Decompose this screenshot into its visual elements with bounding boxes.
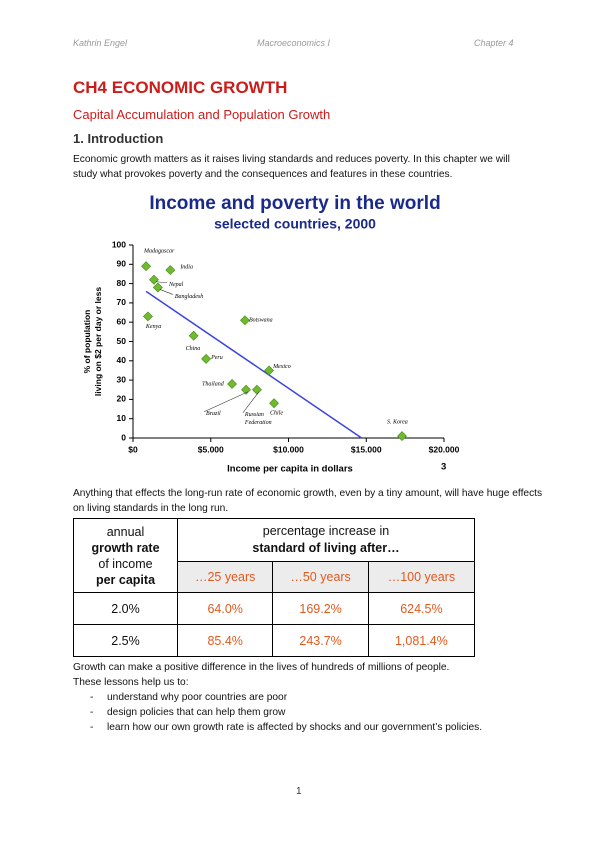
y-axis-label-line: living on $2 per day or less	[93, 287, 103, 396]
y-tick-label: 70	[117, 297, 127, 307]
section-heading: 1. Introduction	[73, 131, 164, 146]
point-label: Nepal	[168, 282, 184, 288]
point-label: Chile	[270, 411, 283, 417]
trendline	[145, 290, 363, 439]
leader-line	[155, 281, 168, 284]
y-tick-label: 0	[121, 432, 126, 442]
slide-number: 3	[441, 462, 446, 473]
x-tick-label: $20.000	[429, 444, 460, 454]
point	[165, 265, 176, 276]
x-axis-label: Income per capita in dollars	[227, 464, 353, 475]
point-label: Madagascar	[143, 249, 175, 255]
paragraph: Anything that effects the long-run rate …	[73, 488, 543, 514]
cell: 624.5%	[367, 592, 476, 625]
point	[188, 330, 199, 341]
point-label: Bangladesh	[175, 294, 203, 300]
point-label: Federation	[244, 420, 272, 426]
point-label: Brazil	[206, 411, 221, 417]
column-header: …100 years	[367, 561, 476, 593]
leader-line	[242, 391, 260, 413]
cell: 64.0%	[176, 592, 274, 625]
point	[141, 261, 152, 272]
point-label: Russian	[244, 412, 264, 418]
header-right: Chapter 4	[474, 38, 514, 48]
y-tick-label: 10	[117, 413, 127, 423]
growth-table: annual growth rate of income per capita …	[73, 518, 476, 657]
title: CH4 ECONOMIC GROWTH	[73, 78, 288, 97]
cell: 2.0%	[73, 592, 178, 625]
point-label: China	[186, 346, 201, 352]
point-label: Thailand	[202, 381, 225, 387]
cell: 1,081.4%	[367, 624, 476, 657]
point	[240, 315, 250, 326]
paragraph: Economic growth matters as it raises liv…	[73, 154, 510, 180]
cell-text: standard of living after…	[252, 541, 400, 555]
page-number: 1	[296, 786, 302, 797]
point-label: Kenya	[145, 324, 161, 330]
cell-text: percentage increase in	[262, 524, 390, 538]
x-tick-label: $5.000	[198, 444, 224, 454]
point	[142, 311, 153, 322]
leader-line	[203, 391, 249, 413]
list-item: learn how our own growth rate is affecte…	[73, 720, 553, 735]
cell-text: annual	[106, 524, 145, 539]
cell: 243.7%	[272, 624, 369, 657]
point	[397, 431, 407, 442]
column-header: …50 years	[272, 561, 369, 593]
cell: 169.2%	[272, 592, 369, 625]
chart-title: Income and poverty in the world	[149, 193, 440, 214]
y-tick-label: 80	[117, 278, 127, 288]
x-tick-label: $0	[128, 444, 138, 454]
header-cell: percentage increase in standard of livin…	[177, 518, 475, 562]
list: understand why poor countries are poor d…	[73, 690, 553, 735]
point-label: India	[179, 264, 193, 270]
y-tick-label: 100	[112, 239, 126, 249]
x-tick-label: $10.000	[273, 444, 304, 454]
corner-cell: annual growth rate of income per capita	[73, 518, 178, 593]
cell-text: growth rate	[91, 540, 160, 555]
cell: 2.5%	[73, 624, 178, 657]
chart-subtitle: selected countries, 2000	[214, 216, 376, 232]
y-tick-label: 20	[117, 394, 127, 404]
list-item: understand why poor countries are poor	[73, 690, 553, 705]
list-item: design policies that can help them grow	[73, 705, 553, 720]
paragraph: Growth can make a positive difference in…	[73, 662, 450, 673]
point-label: Botswana	[249, 318, 273, 324]
x-tick-label: $15.000	[351, 444, 382, 454]
point	[264, 365, 275, 376]
point	[152, 282, 163, 293]
chart: Income and poverty in the world selected …	[82, 193, 460, 475]
cell: 85.4%	[176, 624, 274, 657]
paragraph: These lessons help us to:	[73, 677, 189, 688]
subtitle: Capital Accumulation and Population Grow…	[73, 107, 331, 122]
y-axis-label-line: % of population	[82, 310, 92, 374]
y-tick-label: 40	[117, 355, 127, 365]
cell-text: of income	[74, 556, 177, 572]
y-tick-label: 90	[117, 259, 127, 269]
point	[269, 398, 279, 409]
y-tick-label: 30	[117, 374, 127, 384]
point	[149, 274, 159, 285]
point-label: Peru	[210, 355, 223, 361]
y-tick-label: 50	[117, 336, 127, 346]
point-label: S. Korea	[387, 419, 408, 425]
point	[227, 379, 238, 389]
point	[241, 384, 251, 395]
point	[251, 384, 262, 395]
column-header: …25 years	[176, 561, 274, 593]
cell-text: of income	[98, 556, 153, 571]
y-tick-label: 60	[117, 316, 127, 326]
cell-text: per capita	[95, 572, 156, 587]
header-left: Kathrin Engel	[73, 38, 128, 48]
leader-line	[159, 289, 173, 295]
point	[201, 353, 212, 364]
point-label: Mexico	[272, 364, 291, 370]
header-center: Macroeconomics I	[257, 38, 331, 48]
y-axis-label: % of populationliving on $2 per day or l…	[82, 287, 103, 396]
